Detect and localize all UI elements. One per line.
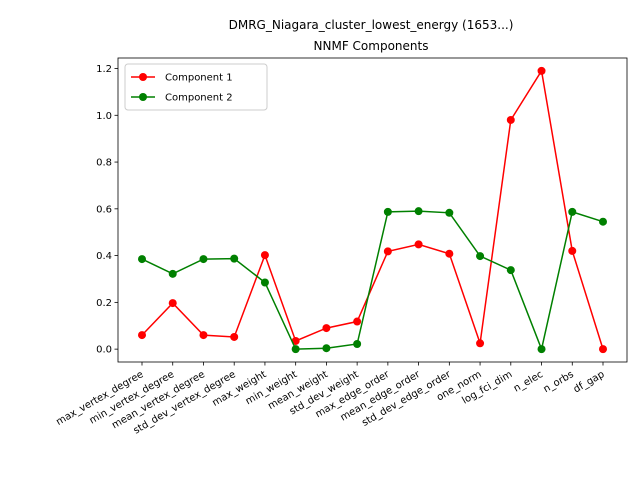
legend-marker	[139, 93, 147, 101]
legend-marker	[139, 73, 147, 81]
series-1	[138, 66, 607, 354]
legend-label: Component 2	[165, 93, 233, 104]
data-point	[322, 344, 331, 353]
data-point	[383, 207, 392, 216]
series-2	[138, 207, 607, 354]
data-point	[599, 217, 607, 226]
legend-item: Component 2	[131, 93, 233, 104]
data-point	[230, 332, 239, 341]
data-point	[199, 331, 208, 340]
y-tick-label: 1.2	[96, 64, 112, 75]
data-point	[260, 251, 269, 260]
data-point	[568, 246, 577, 255]
data-point	[568, 207, 577, 216]
plot-frame	[117, 57, 628, 363]
y-tick-label: 0.4	[96, 251, 112, 262]
y-tick-label: 0.2	[96, 298, 112, 309]
data-point	[353, 317, 362, 326]
data-point	[168, 269, 177, 278]
data-point	[537, 66, 546, 75]
y-tick-label: 0.0	[96, 345, 112, 356]
legend-item: Component 1	[131, 73, 233, 84]
data-point	[445, 208, 454, 217]
series-line	[141, 210, 604, 352]
data-point	[138, 255, 146, 264]
data-point	[506, 115, 515, 124]
series-line	[141, 68, 604, 350]
data-point	[168, 299, 177, 308]
data-point	[445, 249, 454, 258]
y-tick-label: 1.0	[96, 111, 112, 122]
data-point	[291, 345, 300, 354]
y-tick-label: 0.6	[96, 204, 112, 215]
data-point	[476, 339, 485, 348]
data-point	[383, 247, 392, 256]
chart-title: DMRG_Niagara_cluster_lowest_energy (1653…	[229, 18, 514, 32]
data-point	[199, 255, 208, 264]
data-point	[260, 278, 269, 287]
y-tick-label: 0.8	[96, 158, 112, 169]
data-point	[599, 345, 607, 354]
data-point	[476, 252, 485, 261]
data-point	[506, 266, 515, 275]
data-point	[414, 207, 423, 216]
legend-box	[124, 63, 268, 111]
data-point	[414, 240, 423, 249]
data-point	[138, 331, 146, 340]
chart-subtitle: NNMF Components	[314, 39, 429, 53]
data-point	[322, 324, 331, 333]
data-point	[353, 339, 362, 348]
data-point	[291, 336, 300, 345]
legend-label: Component 1	[165, 73, 233, 84]
data-point	[230, 254, 239, 263]
data-point	[537, 345, 546, 354]
